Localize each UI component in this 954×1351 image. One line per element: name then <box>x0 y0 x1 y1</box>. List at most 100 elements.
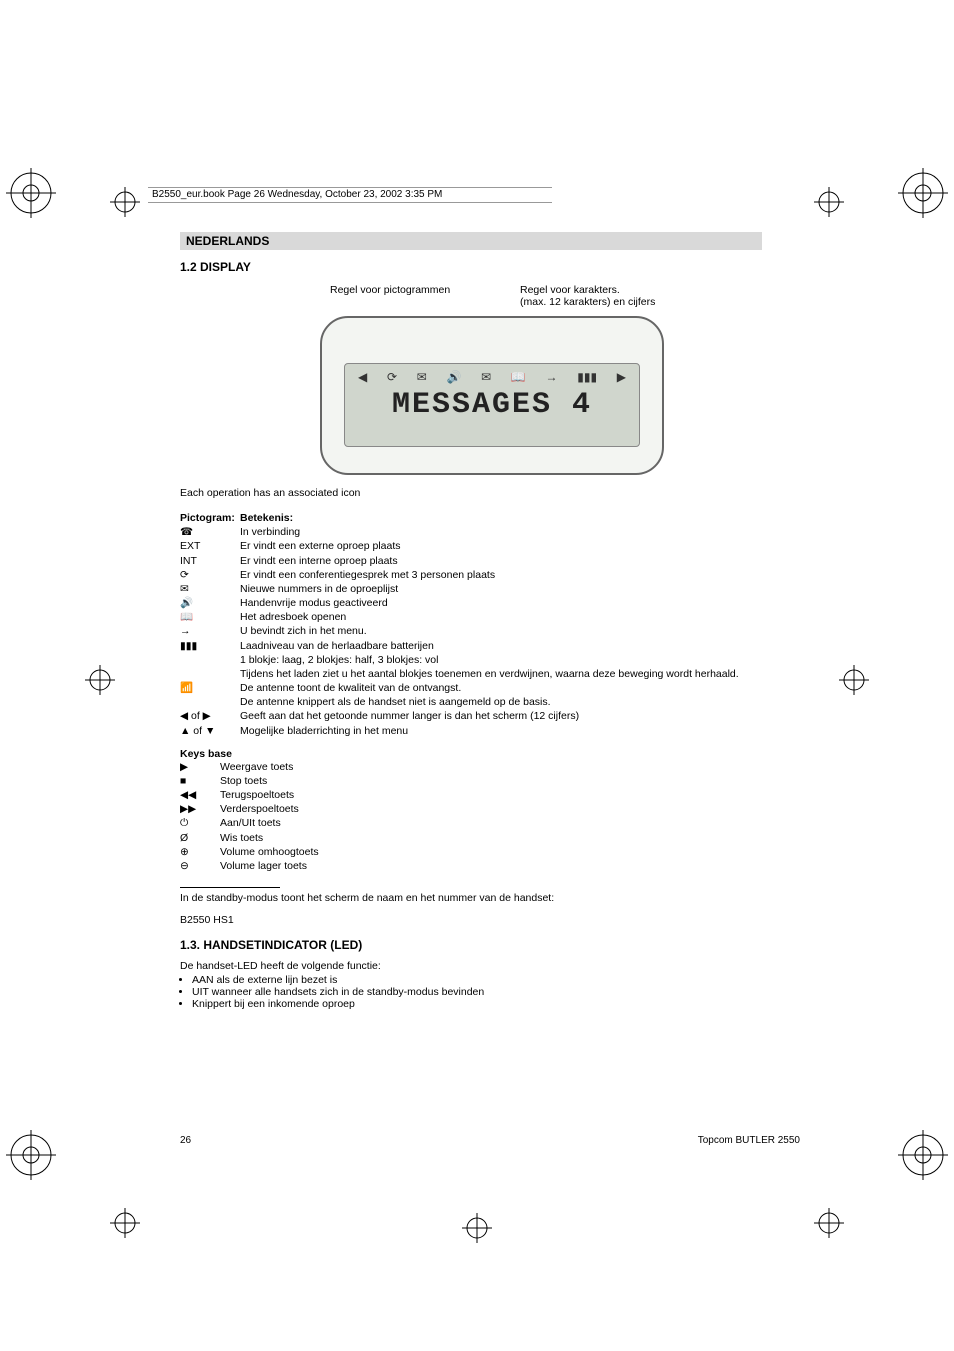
led-intro: De handset-LED heeft de volgende functie… <box>180 960 800 972</box>
pictogram-icon: 📖 <box>180 610 240 624</box>
pictogram-meaning: 1 blokje: laag, 2 blokjes: half, 3 blokj… <box>240 653 800 667</box>
pictogram-icon <box>180 695 240 709</box>
key-label: Volume lager toets <box>220 859 800 873</box>
key-icon: ◀◀ <box>180 788 220 802</box>
lcd-icon-row: ◀⟳✉🔊✉📖→▮▮▮▶ <box>358 370 626 384</box>
reg-mark-bl <box>6 1130 56 1183</box>
pictogram-row: ⟳Er vindt een conferentiegesprek met 3 p… <box>180 568 800 582</box>
pictogram-icon: EXT <box>180 539 240 553</box>
key-row: ■Stop toets <box>180 774 800 788</box>
led-bullet-list: AAN als de externe lijn bezet isUIT wann… <box>180 974 800 1010</box>
page-number: 26 <box>180 1135 191 1146</box>
pictogram-row: EXTEr vindt een externe oproep plaats <box>180 539 800 553</box>
caption-pictogram-line: Regel voor pictogrammen <box>330 284 490 308</box>
keys-base-title: Keys base <box>180 748 800 760</box>
key-icon: ⊖ <box>180 859 220 873</box>
pictogram-table: Pictogram: Betekenis: ☎In verbindingEXTE… <box>180 511 800 738</box>
key-row: ▶▶Verderspoeltoets <box>180 802 800 816</box>
pictogram-row: 🔊Handenvrije modus geactiveerd <box>180 596 800 610</box>
pictogram-icon: 📶 <box>180 681 240 695</box>
pictogram-row: 1 blokje: laag, 2 blokjes: half, 3 blokj… <box>180 653 800 667</box>
pictogram-row: 📶De antenne toont de kwaliteit van de on… <box>180 681 800 695</box>
pictogram-meaning: Laadniveau van de herlaadbare batterijen <box>240 639 800 653</box>
pictogram-row: ▲ of ▼Mogelijke bladerrichting in het me… <box>180 724 800 738</box>
pictogram-icon: → <box>180 624 240 638</box>
pictogram-icon: ◀ of ▶ <box>180 709 240 723</box>
cross-tr2 <box>809 182 849 225</box>
pictogram-row: →U bevindt zich in het menu. <box>180 624 800 638</box>
key-label: Verderspoeltoets <box>220 802 800 816</box>
pictogram-meaning: Geeft aan dat het getoonde nummer langer… <box>240 709 800 723</box>
pictogram-row: De antenne knippert als de handset niet … <box>180 695 800 709</box>
key-row: ◀◀Terugspoeltoets <box>180 788 800 802</box>
key-row: ⊕Volume omhoogtoets <box>180 845 800 859</box>
pictogram-meaning: Nieuwe nummers in de oproeplijst <box>240 582 800 596</box>
section-display-title: 1.2 DISPLAY <box>180 260 800 274</box>
key-icon: ⏻ <box>180 816 220 830</box>
cross-br2 <box>809 1203 849 1246</box>
key-label: Terugspoeltoets <box>220 788 800 802</box>
standby-text: In de standby-modus toont het scherm de … <box>180 892 800 904</box>
pictogram-row: ✉Nieuwe nummers in de oproeplijst <box>180 582 800 596</box>
pictogram-row: INTEr vindt een interne oproep plaats <box>180 554 800 568</box>
pictogram-meaning: Er vindt een conferentiegesprek met 3 pe… <box>240 568 800 582</box>
intro-text: Each operation has an associated icon <box>180 487 800 499</box>
cross-right <box>834 660 874 703</box>
pictogram-row: ◀ of ▶Geeft aan dat het getoonde nummer … <box>180 709 800 723</box>
key-label: Stop toets <box>220 774 800 788</box>
pictogram-meaning: Er vindt een externe oproep plaats <box>240 539 800 553</box>
language-header: NEDERLANDS <box>180 232 762 250</box>
reg-mark-br <box>898 1130 948 1183</box>
pictogram-icon: ☎ <box>180 525 240 539</box>
key-icon: ▶ <box>180 760 220 774</box>
key-label: Weergave toets <box>220 760 800 774</box>
footer-title: Topcom BUTLER 2550 <box>698 1135 800 1146</box>
pictogram-icon: INT <box>180 554 240 568</box>
key-icon: Ø <box>180 831 220 845</box>
running-header: B2550_eur.book Page 26 Wednesday, Octobe… <box>148 187 552 203</box>
pictogram-icon: 🔊 <box>180 596 240 610</box>
pictogram-header-col2: Betekenis: <box>240 511 800 525</box>
pictogram-meaning: Tijdens het laden ziet u het aantal blok… <box>240 667 800 681</box>
pictogram-icon: ⟳ <box>180 568 240 582</box>
key-icon: ▶▶ <box>180 802 220 816</box>
pictogram-header-col1: Pictogram: <box>180 511 240 525</box>
key-row: ⏻Aan/UIt toets <box>180 816 800 830</box>
lcd-display-illustration: ◀⟳✉🔊✉📖→▮▮▮▶ MESSAGES 4 <box>320 316 664 475</box>
cross-header <box>105 182 145 225</box>
reg-mark-tr <box>898 168 948 221</box>
pictogram-meaning: De antenne knippert als de handset niet … <box>240 695 800 709</box>
cross-bl2 <box>105 1203 145 1246</box>
key-row: ▶Weergave toets <box>180 760 800 774</box>
key-icon: ■ <box>180 774 220 788</box>
pictogram-icon: ▲ of ▼ <box>180 724 240 738</box>
pictogram-meaning: De antenne toont de kwaliteit van de ont… <box>240 681 800 695</box>
pictogram-row: 📖Het adresboek openen <box>180 610 800 624</box>
display-captions: Regel voor pictogrammen Regel voor karak… <box>180 284 800 308</box>
pictogram-meaning: U bevindt zich in het menu. <box>240 624 800 638</box>
cross-bottom <box>457 1208 497 1251</box>
pictogram-icon <box>180 653 240 667</box>
key-row: ØWis toets <box>180 831 800 845</box>
pictogram-meaning: Handenvrije modus geactiveerd <box>240 596 800 610</box>
pictogram-meaning: Er vindt een interne oproep plaats <box>240 554 800 568</box>
led-bullet: UIT wanneer alle handsets zich in de sta… <box>192 986 800 998</box>
caption-character-line: Regel voor karakters. (max. 12 karakters… <box>520 284 740 308</box>
pictogram-icon: ✉ <box>180 582 240 596</box>
section-led-title: 1.3. HANDSETINDICATOR (LED) <box>180 938 800 952</box>
pictogram-icon: ▮▮▮ <box>180 639 240 653</box>
led-bullet: Knippert bij een inkomende oproep <box>192 998 800 1010</box>
model-text: B2550 HS1 <box>180 914 800 926</box>
pictogram-meaning: Het adresboek openen <box>240 610 800 624</box>
pictogram-row: Tijdens het laden ziet u het aantal blok… <box>180 667 800 681</box>
page-content: NEDERLANDS 1.2 DISPLAY Regel voor pictog… <box>180 232 800 1010</box>
key-label: Aan/UIt toets <box>220 816 800 830</box>
pictogram-row: ☎In verbinding <box>180 525 800 539</box>
keys-table: ▶Weergave toets■Stop toets◀◀Terugspoelto… <box>180 760 800 873</box>
key-icon: ⊕ <box>180 845 220 859</box>
reg-mark-tl <box>6 168 56 221</box>
pictogram-meaning: Mogelijke bladerrichting in het menu <box>240 724 800 738</box>
pictogram-meaning: In verbinding <box>240 525 800 539</box>
pictogram-row: ▮▮▮Laadniveau van de herlaadbare batteri… <box>180 639 800 653</box>
key-label: Wis toets <box>220 831 800 845</box>
